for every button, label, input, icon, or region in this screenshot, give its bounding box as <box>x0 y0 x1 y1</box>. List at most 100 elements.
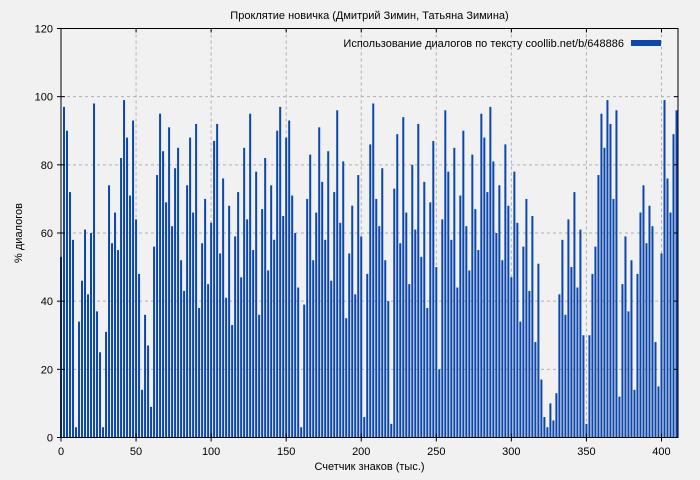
bar <box>318 127 321 438</box>
bar <box>426 307 429 438</box>
bar <box>300 427 303 438</box>
bar <box>162 151 165 438</box>
bar <box>249 113 252 438</box>
bar <box>156 175 159 438</box>
bar <box>537 263 540 438</box>
bar <box>660 253 663 438</box>
bar <box>552 420 555 438</box>
bar <box>354 294 357 438</box>
bar <box>444 110 447 438</box>
bar <box>462 130 465 438</box>
bar <box>522 246 525 438</box>
bar <box>105 331 108 438</box>
bar <box>582 335 585 438</box>
bar <box>525 198 528 438</box>
bar <box>402 117 405 438</box>
bar <box>429 202 432 438</box>
chart-title: Проклятие новичка (Дмитрий Зимин, Татьян… <box>230 10 508 22</box>
bar <box>234 236 237 438</box>
bar <box>390 423 393 438</box>
bar <box>282 215 285 438</box>
bar <box>324 239 327 438</box>
bar <box>645 243 648 438</box>
bar <box>129 195 132 438</box>
bar <box>375 198 378 438</box>
bar <box>666 178 669 438</box>
y-tick-label: 120 <box>35 24 53 36</box>
bar <box>594 246 597 438</box>
bar <box>240 277 243 438</box>
bar <box>123 100 126 438</box>
bar <box>309 154 312 438</box>
y-axis-label: % диалогов <box>13 203 25 263</box>
bar <box>333 192 336 438</box>
bar <box>177 147 180 438</box>
bar <box>648 205 651 438</box>
bar <box>270 185 273 438</box>
bar <box>216 123 219 438</box>
bar <box>420 256 423 438</box>
bar <box>663 100 666 438</box>
bar <box>564 314 567 438</box>
bar <box>585 423 588 438</box>
bar <box>609 123 612 438</box>
bar <box>327 151 330 438</box>
bar <box>159 113 162 438</box>
bar <box>291 195 294 438</box>
bar <box>417 123 420 438</box>
x-tick-label: 350 <box>577 446 595 458</box>
bar <box>600 113 603 438</box>
bar <box>627 311 630 438</box>
bar <box>489 106 492 438</box>
bar <box>78 321 81 438</box>
bar <box>351 205 354 438</box>
bar <box>591 273 594 438</box>
bar <box>261 209 264 438</box>
x-tick-label: 150 <box>277 446 295 458</box>
bar <box>345 318 348 438</box>
bar <box>315 212 318 438</box>
bar <box>144 314 147 438</box>
bar <box>486 192 489 438</box>
bar <box>474 209 477 438</box>
bar <box>192 212 195 438</box>
bar <box>66 130 68 438</box>
x-axis-label: Счетчик знаков (тыс.) <box>314 461 424 473</box>
bar <box>576 287 579 438</box>
bar <box>657 386 660 438</box>
bar <box>597 175 600 438</box>
bar <box>549 403 552 438</box>
bar <box>84 229 87 438</box>
bar <box>633 389 636 438</box>
bar <box>108 185 111 438</box>
bar <box>207 284 210 438</box>
bar <box>237 192 240 438</box>
bar <box>114 212 117 438</box>
bar <box>180 260 183 438</box>
bars <box>60 100 678 438</box>
bar <box>198 307 201 438</box>
bar <box>573 192 576 438</box>
bar <box>516 222 519 438</box>
bar <box>543 417 546 438</box>
bar <box>147 345 150 438</box>
bar <box>117 250 120 438</box>
bar <box>510 277 513 438</box>
bar <box>405 212 408 438</box>
bar <box>513 171 516 438</box>
bar <box>435 267 438 438</box>
bar <box>579 229 582 438</box>
bar <box>411 164 414 438</box>
bar <box>447 171 450 438</box>
bar <box>231 325 234 438</box>
bar <box>381 168 384 438</box>
bar <box>504 144 507 438</box>
bar <box>183 290 186 438</box>
bar <box>348 253 351 438</box>
bar <box>255 171 258 438</box>
bar <box>540 379 543 438</box>
bar <box>132 120 135 438</box>
bar <box>603 147 606 438</box>
bar <box>387 301 390 438</box>
bar <box>87 294 90 438</box>
